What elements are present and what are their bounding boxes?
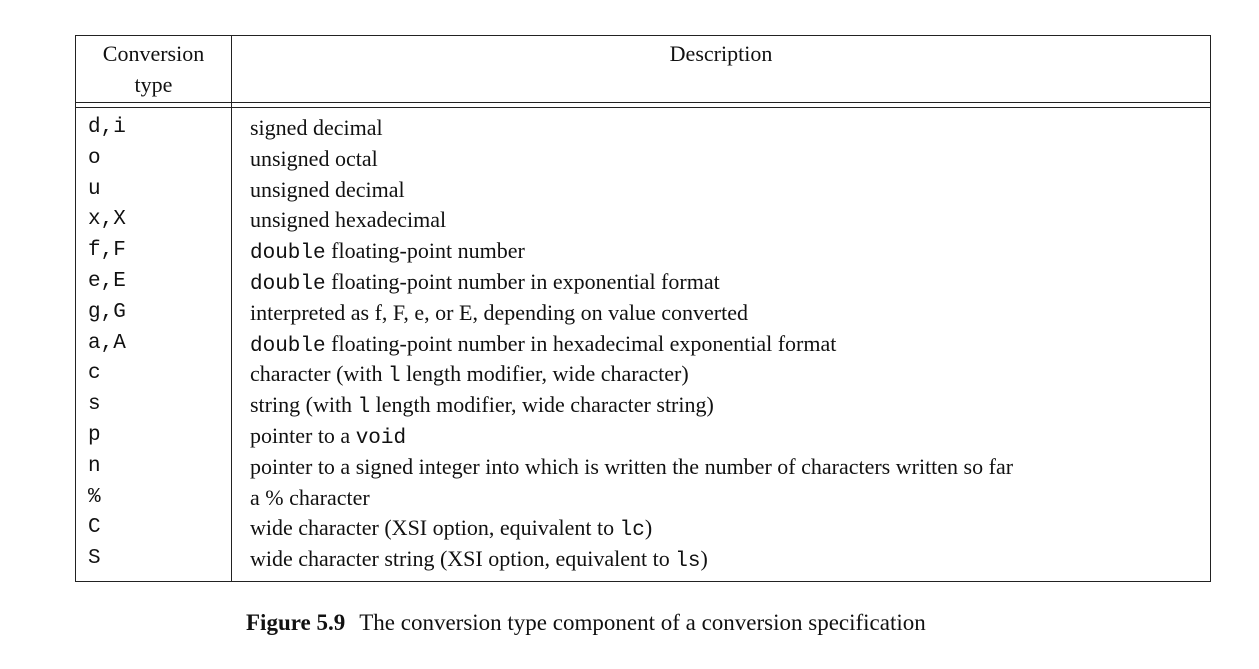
conversion-type-cell: x,X [88, 208, 126, 232]
description-cell: wide character (XSI option, equivalent t… [232, 513, 1210, 544]
code-fragment: l [388, 365, 401, 389]
code-fragment: ls [675, 550, 701, 574]
header-description: Description [669, 41, 773, 66]
text-fragment: wide character (XSI option, equivalent t… [250, 515, 620, 541]
description-cell: pointer to a signed integer into which i… [232, 452, 1210, 483]
description-cell: pointer to a void [232, 421, 1210, 452]
header-conversion-line1: Conversion [102, 41, 205, 66]
code-fragment: lc [619, 519, 645, 543]
text-fragment: interpreted as f, F, e, or E, depending … [250, 299, 748, 325]
code-fragment: double [250, 242, 326, 266]
text-fragment: length modifier, wide character) [400, 361, 689, 387]
description-cell: double floating-point number [232, 236, 1210, 267]
header-rule-col2 [232, 103, 1210, 107]
text-fragment: floating-point number [325, 238, 525, 264]
conversion-type-table: Conversion type Description d,i o u x,X f,F e… [75, 35, 1211, 582]
conversion-type-cell: p [88, 423, 101, 447]
conversion-type-cell: u [88, 177, 101, 201]
text-fragment: length modifier, wide character string) [370, 392, 714, 418]
description-cell: signed decimal [232, 113, 1210, 144]
text-fragment: pointer to a signed integer into which i… [250, 453, 1014, 479]
conversion-type-cell: f,F [88, 239, 126, 263]
table-header: Conversion type Description [76, 36, 1210, 103]
description-cell: a % character [232, 483, 1210, 514]
description-cell: unsigned decimal [232, 175, 1210, 206]
header-conversion-type: Conversion type [76, 36, 232, 102]
conversion-type-cell: o [88, 146, 101, 170]
description-cell: unsigned hexadecimal [232, 205, 1210, 236]
text-fragment: string (with [250, 392, 358, 418]
text-fragment: character (with [250, 361, 389, 387]
figure-caption: Figure 5.9 The conversion type component … [246, 610, 926, 636]
code-fragment: double [250, 272, 326, 296]
conversion-type-cell: C [88, 516, 101, 540]
conversion-type-cell: d,i [88, 116, 126, 139]
header-rule-col1 [76, 103, 232, 107]
text-fragment: ) [644, 515, 653, 541]
description-cell: character (with l length modifier, wide … [232, 359, 1210, 390]
figure-caption-text: The conversion type component of a conve… [359, 610, 926, 635]
table-body: d,i o u x,X f,F e,E g,G a,A c s p n% C S signed decim… [76, 108, 1210, 581]
description-cell: wide character string (XSI option, equiv… [232, 544, 1210, 575]
text-fragment: a % character [250, 484, 370, 510]
text-fragment: pointer to a [250, 422, 356, 448]
conversion-type-column: d,i o u x,X f,F e,E g,G a,A c s p n% C S [76, 108, 232, 581]
conversion-type-cell: % [88, 485, 101, 509]
text-fragment: signed decimal [250, 115, 383, 140]
text-fragment: wide character string (XSI option, equiv… [250, 546, 676, 572]
description-cell: double floating-point number in hexadeci… [232, 329, 1210, 360]
header-double-rule [76, 103, 1210, 108]
text-fragment: unsigned octal [250, 145, 378, 171]
header-conversion-line2: type [134, 72, 173, 97]
conversion-type-cell: g,G [88, 300, 126, 324]
description-cell: string (with l length modifier, wide cha… [232, 390, 1210, 421]
conversion-type-cell: s [88, 393, 101, 417]
description-cell: unsigned octal [232, 144, 1210, 175]
code-fragment: double [250, 334, 326, 358]
conversion-type-cell: e,E [88, 269, 126, 293]
text-fragment: ) [700, 546, 708, 572]
conversion-type-cell: S [88, 547, 101, 571]
text-fragment: unsigned hexadecimal [250, 207, 447, 233]
text-fragment: unsigned decimal [250, 176, 405, 202]
conversion-type-cell: a,A [88, 331, 126, 355]
text-fragment: floating-point number in hexadecimal exp… [325, 330, 837, 356]
code-fragment: l [357, 396, 371, 420]
conversion-type-cell: c [88, 362, 101, 386]
description-column: signed decimal unsigned octal unsigned dec… [232, 108, 1210, 581]
text-fragment: floating-point number in exponential for… [325, 268, 720, 294]
description-cell: interpreted as f, F, e, or E, depending … [232, 298, 1210, 329]
conversion-type-cell: n [88, 454, 101, 478]
figure-label: Figure 5.9 [246, 610, 346, 635]
code-fragment: void [355, 426, 407, 450]
description-cell: double floating-point number in exponent… [232, 267, 1210, 298]
